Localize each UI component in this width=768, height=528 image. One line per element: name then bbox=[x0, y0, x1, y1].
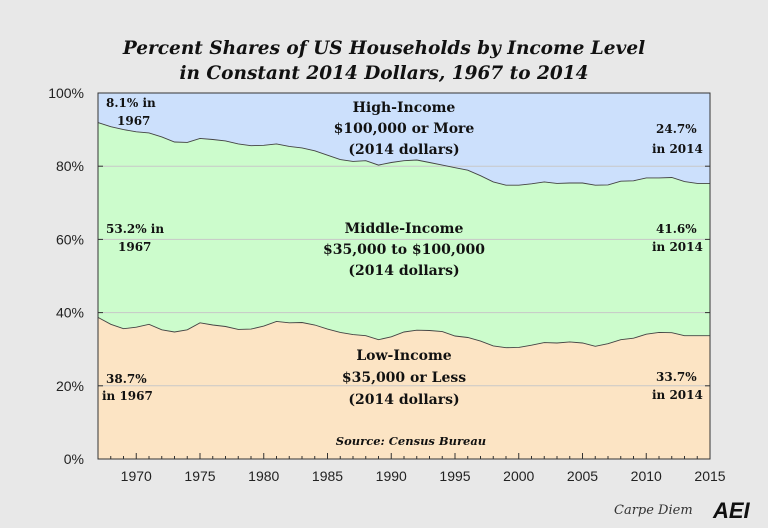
y-tick-label-100: 100% bbox=[48, 85, 84, 101]
aei-logo-text: AEI bbox=[712, 498, 751, 523]
line-middle-low-boundary bbox=[97, 317, 710, 349]
x-tick-label-1980: 1980 bbox=[248, 468, 279, 484]
aei-logo-icon: AEI bbox=[712, 498, 751, 523]
x-tick-label-2015: 2015 bbox=[694, 468, 725, 484]
annotation-high-2014-line-1: 24.7% bbox=[656, 122, 697, 136]
annotation-low-1967-line-2: in 1967 bbox=[102, 389, 153, 403]
x-tick-label-2010: 2010 bbox=[631, 468, 662, 484]
annotation-high-1967-line-1: 8.1% in bbox=[106, 96, 156, 110]
brand-name: Carpe Diem bbox=[614, 503, 693, 518]
annotation-high-2014-line-2: in 2014 bbox=[652, 142, 703, 156]
x-tick-label-1985: 1985 bbox=[312, 468, 343, 484]
middle-income-range: $35,000 to $100,000 bbox=[323, 242, 485, 258]
y-tick-label-60: 60% bbox=[56, 231, 84, 247]
annotation-low-2014-line-1: 33.7% bbox=[656, 370, 697, 384]
source-note: Source: Census Bureau bbox=[336, 434, 486, 448]
low-income-note: (2014 dollars) bbox=[348, 392, 459, 408]
middle-income-note: (2014 dollars) bbox=[348, 263, 459, 279]
annotation-low-2014-line-2: in 2014 bbox=[652, 388, 703, 402]
high-income-note: (2014 dollars) bbox=[348, 142, 459, 158]
y-tick-label-20: 20% bbox=[56, 378, 84, 394]
y-tick-label-80: 80% bbox=[56, 158, 84, 174]
y-tick-label-40: 40% bbox=[56, 305, 84, 321]
annotation-middle-1967-line-2: 1967 bbox=[118, 240, 151, 254]
annotation-middle-2014-line-2: in 2014 bbox=[652, 240, 703, 254]
x-tick-label-1970: 1970 bbox=[121, 468, 152, 484]
x-tick-label-1990: 1990 bbox=[376, 468, 407, 484]
middle-income-label: Middle-Income bbox=[345, 221, 464, 237]
line-high-middle-boundary bbox=[97, 122, 710, 186]
low-income-label: Low-Income bbox=[356, 348, 451, 364]
annotation-middle-1967-line-1: 53.2% in bbox=[106, 222, 164, 236]
x-tick-label-1975: 1975 bbox=[184, 468, 215, 484]
annotation-high-1967-line-2: 1967 bbox=[117, 114, 150, 128]
chart-title-line-2: in Constant 2014 Dollars, 1967 to 2014 bbox=[180, 63, 589, 84]
low-income-range: $35,000 or Less bbox=[342, 370, 466, 386]
x-tick-label-1995: 1995 bbox=[439, 468, 470, 484]
y-tick-label-0: 0% bbox=[64, 451, 84, 467]
x-tick-label-2005: 2005 bbox=[567, 468, 598, 484]
annotation-middle-2014-line-1: 41.6% bbox=[656, 222, 697, 236]
chart-title-line-1: Percent Shares of US Households by Incom… bbox=[122, 38, 645, 59]
annotation-low-1967-line-1: 38.7% bbox=[106, 372, 147, 386]
x-tick-label-2000: 2000 bbox=[503, 468, 534, 484]
high-income-range: $100,000 or More bbox=[334, 121, 475, 137]
chart-title: Percent Shares of US Households by Incom… bbox=[122, 38, 645, 84]
area-low-income bbox=[98, 317, 710, 459]
high-income-label: High-Income bbox=[353, 100, 456, 116]
